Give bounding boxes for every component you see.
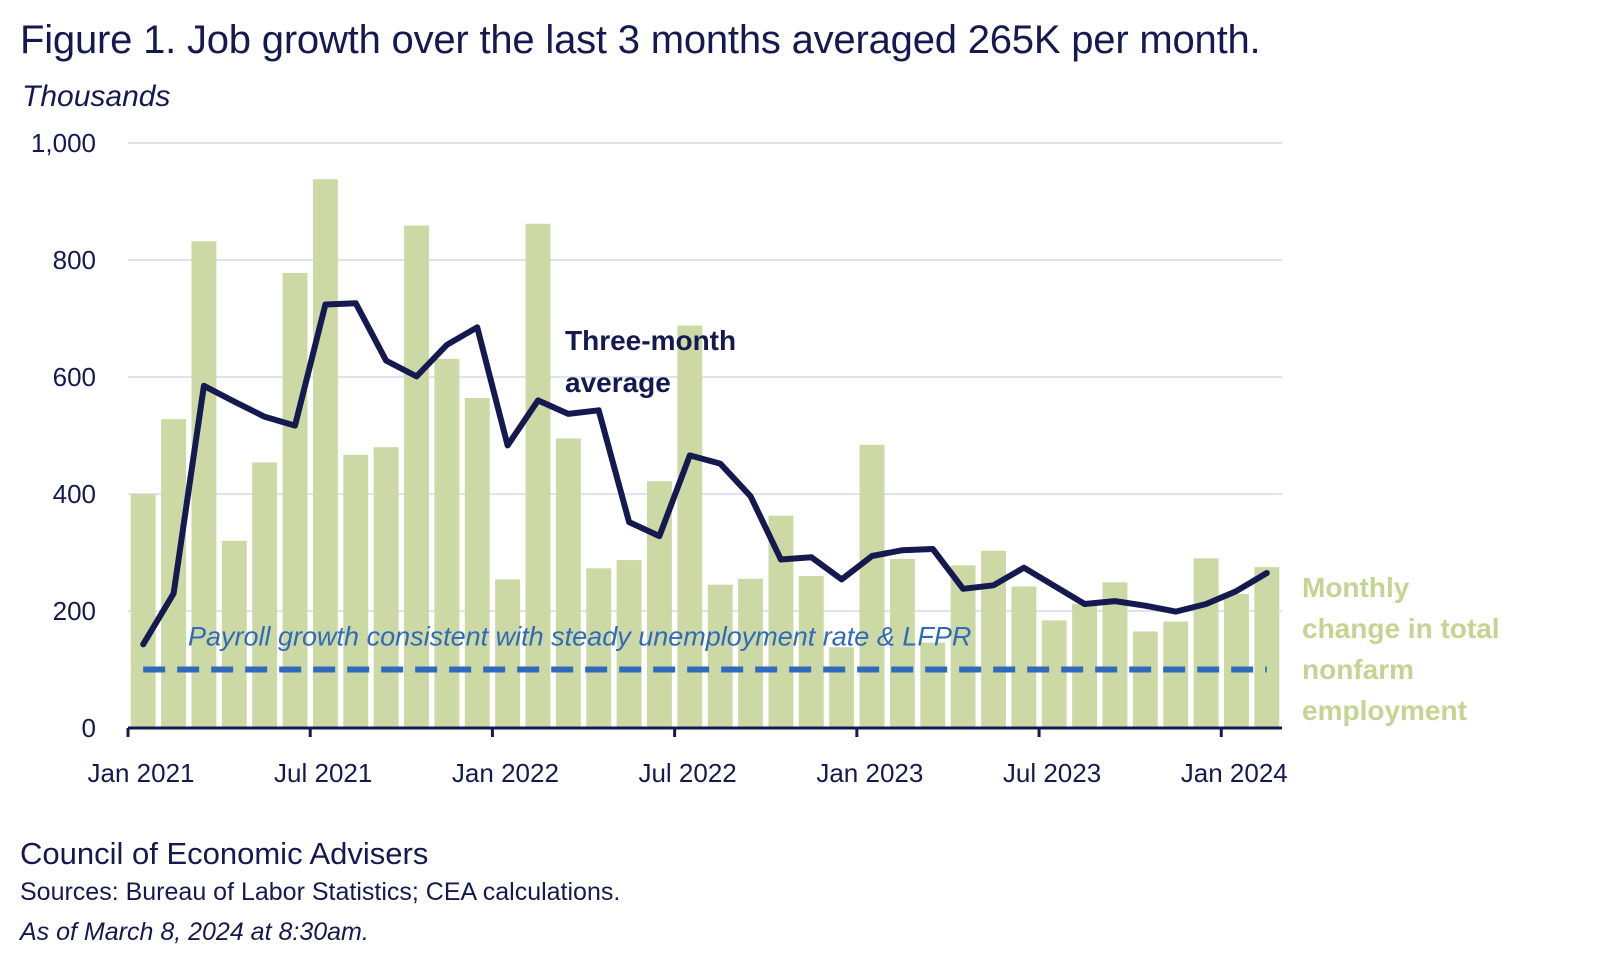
bar <box>130 494 156 728</box>
bar <box>1072 603 1098 728</box>
x-axis: Jan 2021 Jul 2021 Jan 2022 Jul 2022 Jan 2023… <box>88 726 1288 788</box>
average-line-series <box>140 300 1270 648</box>
y-axis-ticks: 0 200 400 600 800 1,000 <box>31 128 96 743</box>
bar <box>798 575 824 728</box>
y-tick-label: 1,000 <box>31 128 96 158</box>
bar <box>1011 586 1037 728</box>
bar <box>464 398 490 728</box>
bar <box>1132 631 1158 728</box>
x-tick-label: Jan 2024 <box>1181 758 1288 788</box>
bar <box>1041 620 1067 728</box>
bar <box>1254 567 1280 728</box>
bar-series-label: change in total <box>1302 613 1500 644</box>
bar <box>586 568 612 728</box>
chart-title: Figure 1. Job growth over the last 3 mon… <box>20 18 1261 62</box>
bar-series <box>130 179 1280 729</box>
bar <box>282 272 308 728</box>
x-tick-label: Jan 2022 <box>452 758 559 788</box>
bar <box>221 540 247 728</box>
bar <box>920 642 946 728</box>
reference-line-label: Payroll growth consistent with steady un… <box>188 622 971 652</box>
bar-series-label: nonfarm <box>1302 654 1414 685</box>
source-note: Sources: Bureau of Labor Statistics; CEA… <box>20 878 621 906</box>
bar <box>555 438 581 728</box>
bar <box>1163 621 1189 728</box>
bar <box>1223 594 1249 728</box>
bar-series-label: Monthly <box>1302 572 1410 603</box>
bar <box>616 560 642 728</box>
average-line-label: average <box>565 367 671 398</box>
bar <box>1102 582 1128 728</box>
x-tick-label: Jul 2022 <box>638 758 736 788</box>
bar <box>707 584 733 728</box>
y-tick-label: 0 <box>82 713 96 743</box>
series-annotations: Three-month average Monthly change in total… <box>565 325 1500 726</box>
bar-series-label: employment <box>1302 695 1467 726</box>
x-tick-label: Jan 2021 <box>88 758 195 788</box>
bar <box>950 565 976 728</box>
bar <box>373 447 399 728</box>
bar <box>404 225 429 729</box>
bar <box>738 578 764 728</box>
average-line-label: Three-month <box>565 325 736 356</box>
bar <box>252 462 278 728</box>
y-tick-label: 600 <box>53 362 96 392</box>
average-line <box>140 300 1270 648</box>
bar <box>495 579 521 728</box>
bar <box>1193 558 1219 728</box>
reference-line-group: Payroll growth consistent with steady un… <box>143 622 1267 673</box>
y-axis-units: Thousands <box>22 80 171 113</box>
bar <box>525 223 551 729</box>
bar <box>889 558 915 728</box>
bar <box>677 325 703 728</box>
bar <box>829 647 855 728</box>
job-growth-chart: 0 200 400 600 800 1,000 Payroll growth consis… <box>31 128 1500 788</box>
bar <box>312 179 338 728</box>
as-of-date: As of March 8, 2024 at 8:30am. <box>20 918 369 946</box>
bar <box>343 454 369 728</box>
x-tick-label: Jul 2023 <box>1003 758 1101 788</box>
y-tick-label: 800 <box>53 245 96 275</box>
source-organization: Council of Economic Advisers <box>20 836 429 871</box>
bar <box>191 241 217 728</box>
bar <box>859 444 885 728</box>
x-tick-label: Jan 2023 <box>816 758 923 788</box>
bar <box>434 358 460 728</box>
y-tick-label: 200 <box>53 596 96 626</box>
x-tick-label: Jul 2021 <box>274 758 372 788</box>
bar <box>768 515 794 728</box>
y-tick-label: 400 <box>53 479 96 509</box>
